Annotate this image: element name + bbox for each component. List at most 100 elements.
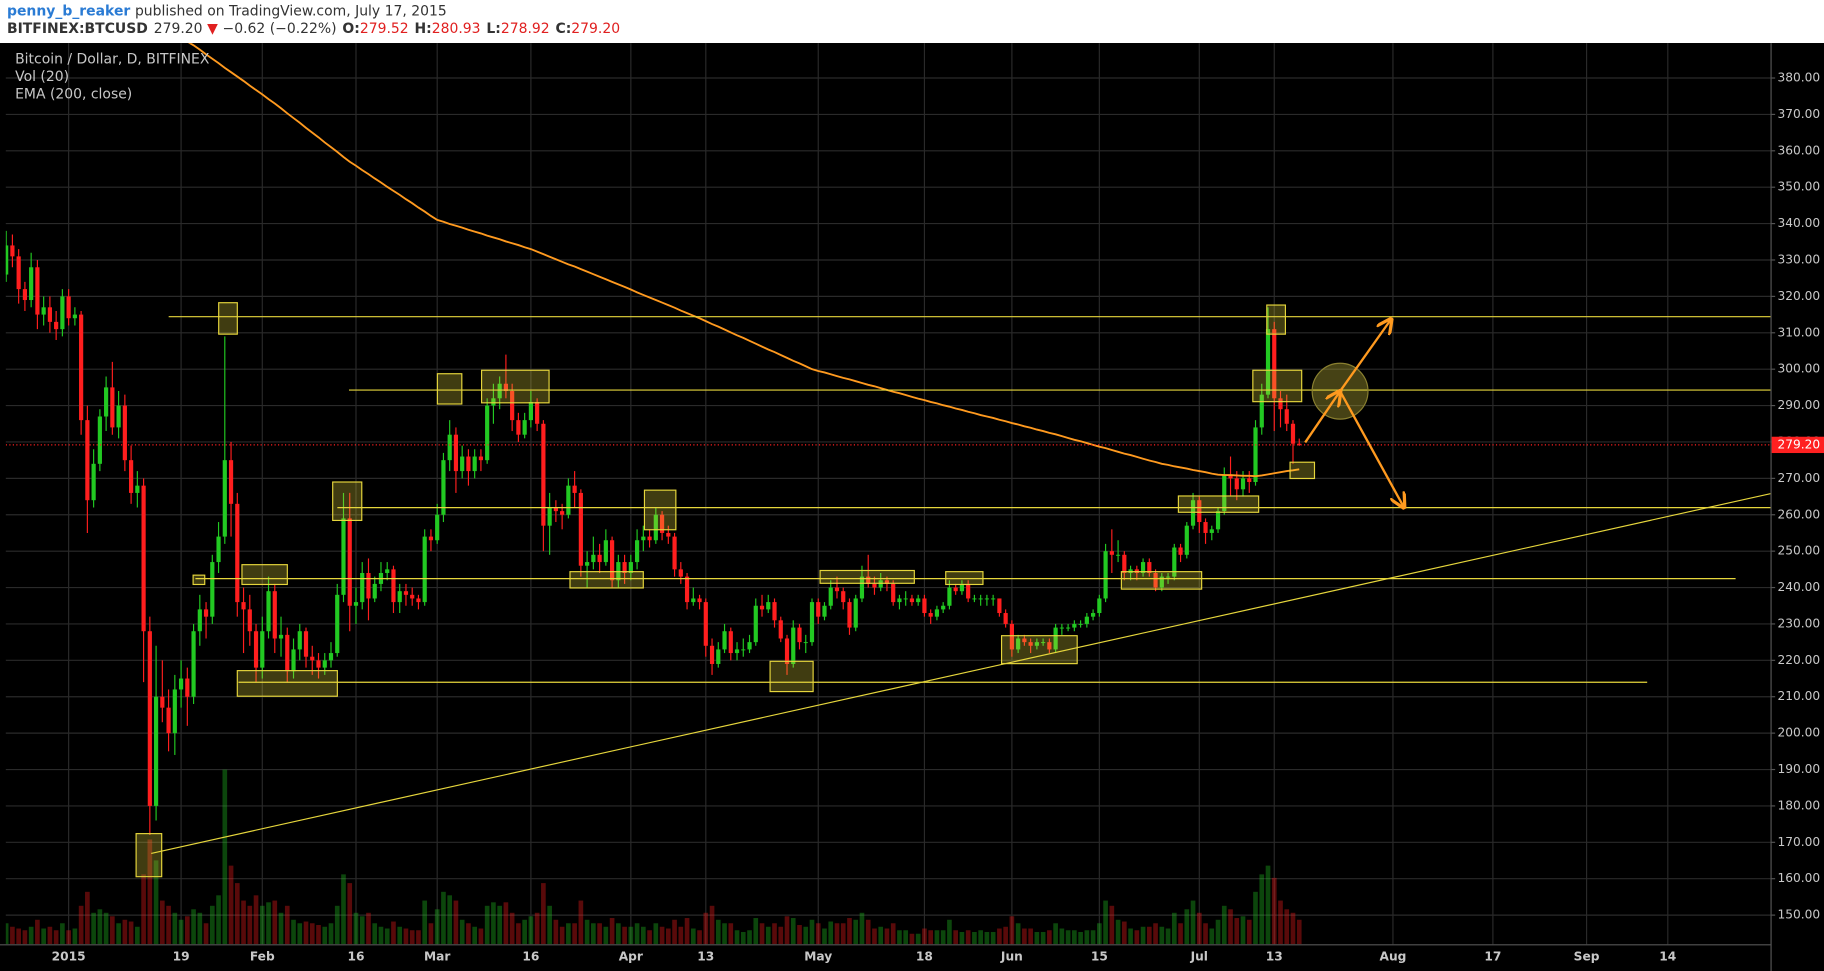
volume-bar (609, 918, 615, 945)
candle-body (1047, 642, 1052, 650)
candle-body (453, 434, 459, 472)
candle-body (435, 514, 440, 541)
candle-body (1203, 522, 1208, 533)
volume-bar (472, 926, 477, 945)
volume-bar (478, 928, 484, 945)
candle-body (172, 689, 177, 734)
candle-body (797, 627, 802, 643)
volume-bar (259, 905, 265, 945)
candle-body (653, 514, 658, 541)
volume-bar (116, 923, 121, 945)
candle-body (703, 602, 708, 646)
volume-bar (778, 926, 784, 945)
volume-bar (1034, 931, 1040, 945)
highlight-box (1266, 304, 1286, 335)
volume-bar (903, 930, 909, 945)
legend-entry[interactable]: EMA (200, close) (15, 86, 132, 102)
candle-body (541, 423, 546, 526)
volume-bar (178, 919, 184, 945)
y-tick-label: 300.00 (1777, 362, 1820, 376)
legend-entry[interactable]: Vol (20) (15, 69, 69, 85)
volume-bar (591, 923, 596, 945)
last-price-label: 279.20 (1777, 437, 1820, 451)
candle-body (678, 569, 683, 577)
candle-body (191, 631, 196, 697)
candle-body (816, 602, 821, 617)
candle-body (1259, 394, 1264, 428)
candle-body (22, 289, 27, 301)
x-tick-label: May (804, 950, 832, 964)
candle-body (716, 649, 721, 664)
volume-bar (216, 895, 221, 945)
candle-body (728, 631, 733, 654)
candle-body (628, 562, 633, 573)
last-price-marker (1771, 436, 1824, 454)
volume-bar (1165, 928, 1171, 945)
volume-bar (1184, 909, 1190, 945)
candle-body (185, 678, 190, 697)
volume-bar (466, 923, 471, 945)
candle-body (410, 594, 415, 599)
candle-body (391, 569, 396, 603)
candle-body (941, 605, 946, 610)
candle-body (135, 485, 140, 493)
candle-body (141, 485, 146, 632)
volume-bar (684, 918, 690, 945)
candle-body (116, 405, 121, 428)
highlight-box (236, 670, 338, 697)
candle-body (466, 456, 471, 472)
x-tick-label: Jun (1000, 950, 1023, 964)
volume-bar (1047, 930, 1052, 945)
candle-body (285, 634, 290, 672)
candle-body (822, 605, 827, 617)
volume-bar (641, 926, 646, 945)
legend-entry[interactable]: Bitcoin / Dollar, D, BITFINEX (15, 51, 210, 67)
candle-body (360, 572, 365, 603)
volume-bar (166, 905, 171, 945)
volume-bar (665, 928, 671, 945)
volume-bar (797, 925, 802, 945)
volume-bar (1003, 926, 1008, 945)
highlight-box (1120, 571, 1203, 590)
quote-value: 278.92 (501, 21, 550, 37)
x-tick-label: 14 (1659, 950, 1676, 964)
candle-body (859, 576, 865, 599)
volume-bar (1296, 919, 1302, 945)
volume-bar (1190, 900, 1196, 945)
candle-body (803, 642, 808, 644)
candle-body (1091, 613, 1096, 617)
candle-body (522, 420, 527, 435)
volume-bar (728, 923, 734, 945)
highlight-box (1289, 461, 1316, 480)
volume-bar (247, 905, 253, 945)
candle-body (47, 307, 52, 322)
candle-body (922, 598, 927, 614)
candle-body (1215, 511, 1221, 530)
candle-body (1209, 529, 1214, 533)
volume-bar (522, 919, 527, 945)
candle-body (1178, 547, 1183, 555)
volume-bar (884, 928, 890, 945)
author[interactable]: penny_b_reaker (7, 4, 130, 20)
volume-bar (85, 891, 90, 945)
candle-body (316, 660, 321, 668)
candle-body (766, 602, 771, 610)
volume-bar (872, 928, 877, 945)
candle-body (122, 405, 127, 461)
volume-bar (122, 919, 128, 945)
candle-body (153, 696, 159, 806)
volume-bar (722, 923, 727, 945)
candle-body (1153, 572, 1158, 588)
volume-bar (990, 931, 996, 945)
published: published on TradingView.com, July 17, 2… (135, 4, 447, 20)
x-tick-label: 13 (697, 950, 714, 964)
volume-bar (497, 905, 502, 945)
volume-bar (1290, 912, 1296, 945)
volume-bar (628, 926, 634, 945)
highlight-box (569, 571, 644, 589)
quote-label: C: (555, 21, 571, 37)
volume-bar (928, 930, 934, 945)
volume-bar (690, 928, 696, 945)
volume-bar (491, 902, 496, 945)
candle-body (1234, 478, 1239, 490)
